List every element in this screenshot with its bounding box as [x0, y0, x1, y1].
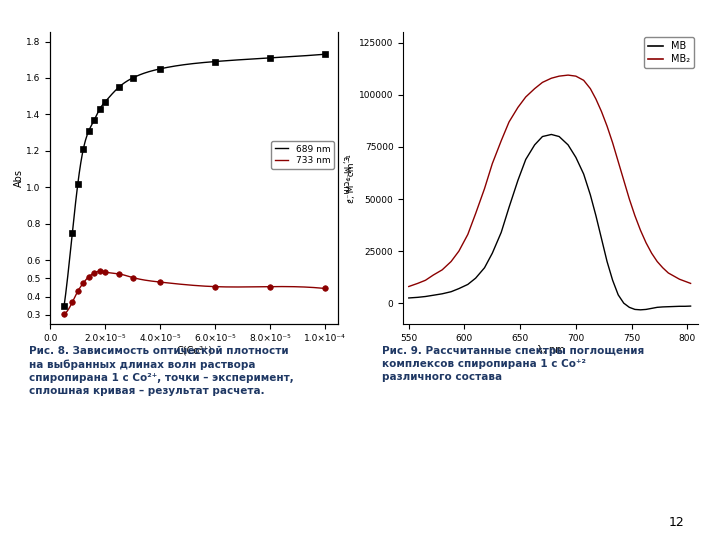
- Text: 12: 12: [668, 516, 684, 529]
- Text: Рис. 8. Зависимость оптической плотности
на выбранных длинах волн раствора
спиро: Рис. 8. Зависимость оптической плотности…: [29, 346, 294, 396]
- Text: Рис. 9. Рассчитанные спектры поглощения
комплексов спиропирана 1 с Co⁺²
различно: Рис. 9. Рассчитанные спектры поглощения …: [382, 346, 644, 382]
- Y-axis label: ε, M⁻¹cm⁻¹: ε, M⁻¹cm⁻¹: [347, 154, 356, 202]
- X-axis label: C(Co²⁺): C(Co²⁺): [176, 346, 212, 355]
- X-axis label: λ, nm: λ, nm: [537, 346, 564, 355]
- Y-axis label: Abs: Abs: [14, 169, 24, 187]
- Y-axis label: ε, M⁻¹cm⁻¹: ε, M⁻¹cm⁻¹: [341, 156, 349, 201]
- Legend: MB, MB₂: MB, MB₂: [644, 37, 693, 68]
- Legend: 689 nm, 733 nm: 689 nm, 733 nm: [271, 141, 334, 169]
